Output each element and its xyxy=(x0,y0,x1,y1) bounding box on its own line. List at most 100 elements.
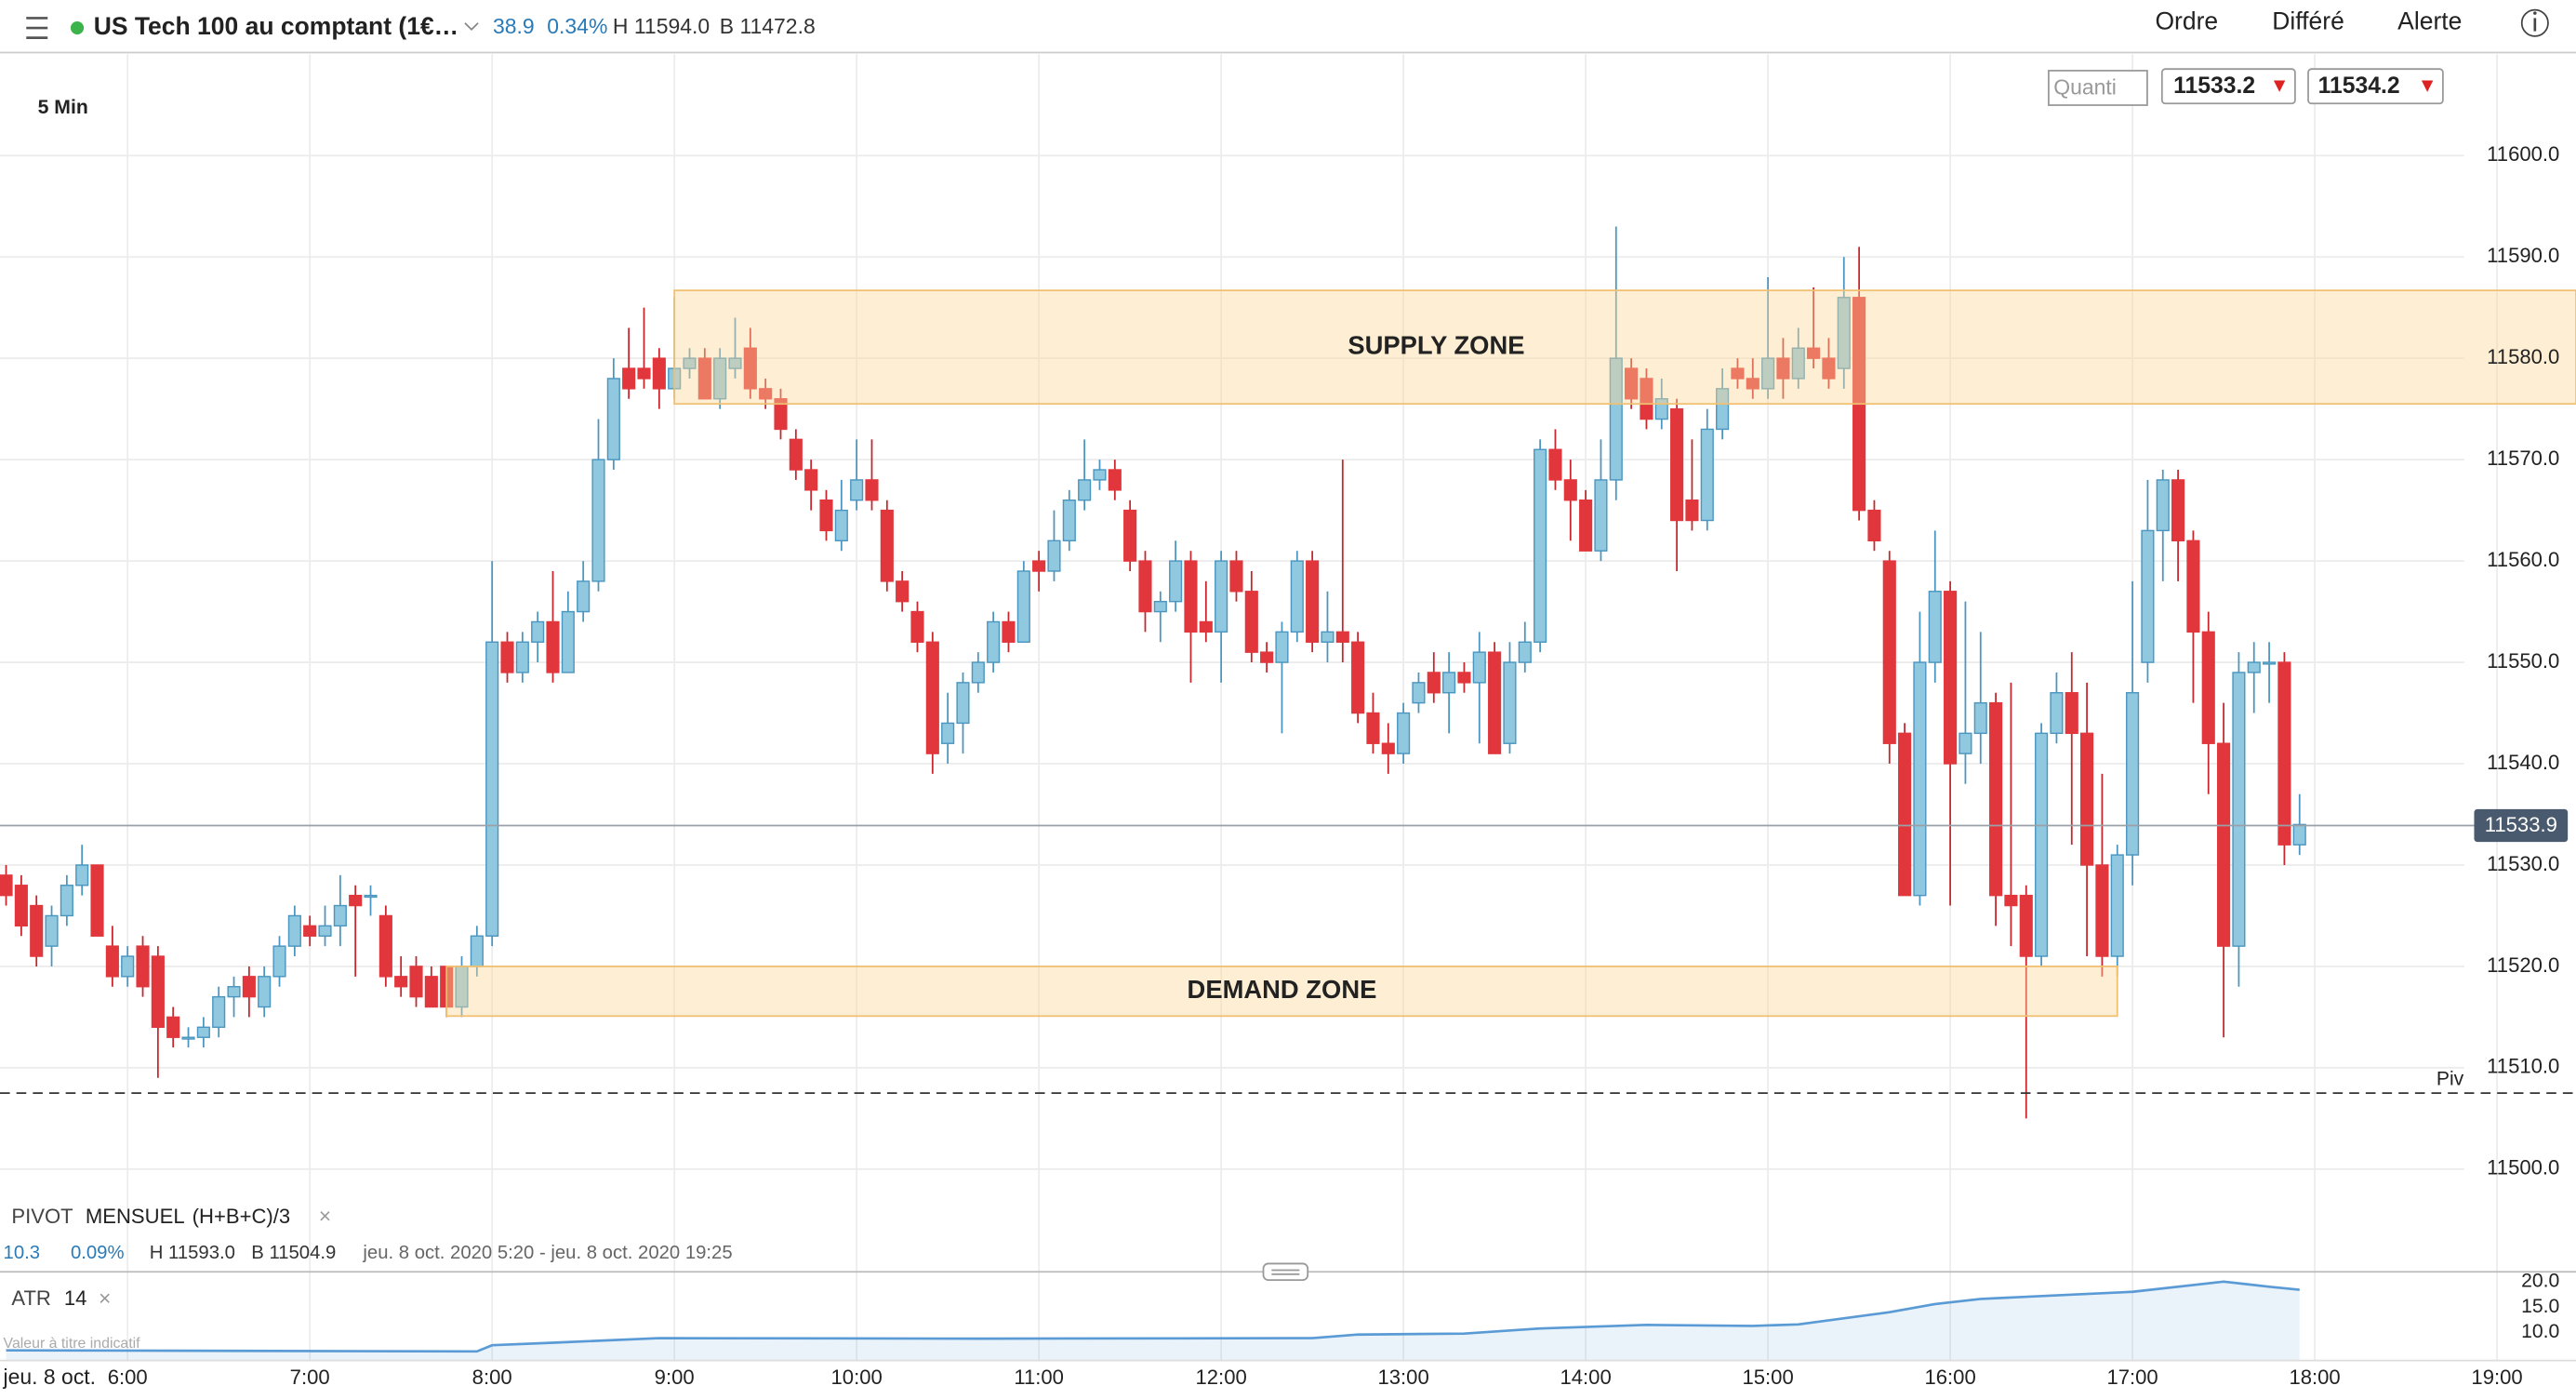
candle-body xyxy=(364,894,378,899)
last-price-tag xyxy=(2474,808,2569,843)
menu-icon[interactable] xyxy=(26,17,48,39)
candle-body xyxy=(212,995,226,1029)
candle-body xyxy=(1776,357,1790,380)
atr-area xyxy=(6,1281,2300,1361)
buy-price: 11534.2 xyxy=(2318,73,2400,99)
candle-body xyxy=(2156,479,2170,532)
candle-body xyxy=(1609,357,1623,481)
menu-item[interactable]: Alerte xyxy=(2397,7,2462,35)
candle-body xyxy=(121,955,135,978)
menu-item[interactable]: Différé xyxy=(2272,7,2344,35)
sell-price: 11533.2 xyxy=(2173,73,2255,99)
candle-body xyxy=(1472,651,1486,684)
close-icon[interactable]: × xyxy=(319,1204,331,1228)
candle-body xyxy=(546,620,560,673)
candle-body xyxy=(1032,560,1046,572)
candle-body xyxy=(1427,672,1441,694)
candle-body xyxy=(1335,631,1349,643)
candle-body xyxy=(865,479,879,501)
candle-body xyxy=(485,641,499,937)
instrument[interactable]: US Tech 100 au comptant (1€… xyxy=(94,12,458,40)
x-tick-label: 17:00 xyxy=(2106,1366,2158,1389)
atr-period: 14 xyxy=(64,1286,87,1310)
candle-body xyxy=(2171,479,2185,542)
candle-body xyxy=(1306,560,1320,643)
down-arrow xyxy=(2421,80,2434,92)
candle-body xyxy=(1625,367,1639,400)
candle-body xyxy=(2186,540,2200,633)
high: H 11594.0 xyxy=(613,14,710,38)
menu-item[interactable]: Ordre xyxy=(2155,7,2218,35)
candle-body xyxy=(2004,894,2018,907)
y-tick-label: 15.0 xyxy=(2521,1296,2559,1317)
pane-handle[interactable] xyxy=(1262,1262,1309,1281)
candle-body xyxy=(349,894,363,907)
zone-label: DEMAND ZONE xyxy=(1188,975,1377,1004)
candle-body xyxy=(2292,823,2306,846)
low: B 11472.8 xyxy=(720,14,816,38)
chevron[interactable] xyxy=(464,22,479,32)
pivot-high: H 11593.0 xyxy=(150,1243,235,1263)
candle-body xyxy=(1973,701,1987,735)
candle-body xyxy=(1229,560,1243,593)
candle-body xyxy=(75,864,89,886)
candle-body xyxy=(2035,732,2049,957)
candle-body xyxy=(1685,500,1699,522)
y-tick-label: 11560.0 xyxy=(2487,548,2559,571)
candle-body xyxy=(1700,428,1714,522)
candle-body xyxy=(1412,682,1426,704)
candle-body xyxy=(1563,479,1577,501)
candle-body xyxy=(105,945,119,978)
pivot-range: jeu. 8 oct. 2020 5:20 - jeu. 8 oct. 2020… xyxy=(362,1243,732,1263)
candle-body xyxy=(2201,631,2215,744)
info-icon[interactable] xyxy=(2520,8,2549,37)
quantity-input[interactable] xyxy=(2048,70,2148,106)
candle-body xyxy=(1791,347,1805,380)
candle-body xyxy=(1078,479,1092,501)
candle-body xyxy=(1351,641,1365,714)
candle-body xyxy=(971,661,985,684)
candle-body xyxy=(774,398,788,431)
candle-body xyxy=(2095,864,2109,957)
x-tick-label: 14:00 xyxy=(1560,1366,1611,1389)
atr-name: ATR xyxy=(11,1286,51,1310)
candle-body xyxy=(409,966,423,998)
candle-body xyxy=(2247,661,2261,673)
candle-body xyxy=(181,1036,195,1040)
candle-body xyxy=(1594,479,1608,552)
candle-body xyxy=(896,580,910,603)
candle-body xyxy=(1215,560,1228,633)
candle-body xyxy=(1153,600,1167,613)
indicator-formula: (H+B+C)/3 xyxy=(193,1205,291,1228)
candle-body xyxy=(515,641,529,673)
candle-body xyxy=(30,904,44,957)
x-tick-label: 19:00 xyxy=(2471,1366,2522,1389)
close-icon[interactable]: × xyxy=(99,1286,111,1310)
candle-body xyxy=(2065,692,2078,735)
candle-body xyxy=(1761,357,1775,390)
candle-body xyxy=(1062,500,1076,542)
atr-note: Valeur à titre indicatif xyxy=(4,1336,141,1352)
zone xyxy=(673,289,2576,406)
timeframe[interactable]: 5 Min xyxy=(38,97,88,118)
y-tick-label: 11600.0 xyxy=(2487,142,2559,166)
zone xyxy=(445,966,2118,1018)
candle-body xyxy=(1123,509,1137,562)
atr-line xyxy=(6,1280,2300,1353)
candle-body xyxy=(743,347,757,390)
pivot-label: Piv xyxy=(2437,1069,2464,1090)
candle-body xyxy=(683,357,697,369)
buy-button[interactable] xyxy=(2307,68,2444,105)
y-tick-label: 11550.0 xyxy=(2487,649,2559,673)
candle-body xyxy=(622,367,636,390)
pivot-change-pct: 0.09% xyxy=(71,1243,125,1263)
last-price-label: 11533.9 xyxy=(2485,813,2557,836)
indicator-period: MENSUEL xyxy=(86,1205,185,1228)
candle-body xyxy=(2050,692,2064,735)
sell-button[interactable] xyxy=(2160,68,2296,105)
overlay: SUPPLY ZONE DEMAND ZONE Piv 11533.9 xyxy=(0,289,2576,1095)
header-bar xyxy=(0,0,2576,53)
candle-body xyxy=(1381,742,1395,754)
quantity-placeholder: Quanti xyxy=(2053,74,2117,99)
